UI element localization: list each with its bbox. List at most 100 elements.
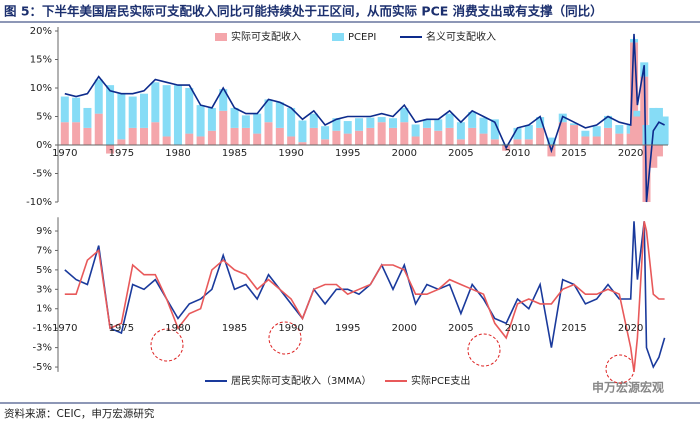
bar xyxy=(411,124,420,137)
bar xyxy=(377,122,386,145)
legend-label: 实际可支配收入 xyxy=(231,30,301,43)
x-tick-label: 1970 xyxy=(52,323,77,334)
legend-label: 实际PCE支出 xyxy=(411,374,470,387)
bar xyxy=(332,118,341,131)
bar xyxy=(343,121,352,134)
bar xyxy=(241,115,250,128)
x-tick-label: 1975 xyxy=(109,323,134,334)
bar xyxy=(185,88,194,134)
bar xyxy=(207,130,216,145)
x-tick-label: 2000 xyxy=(392,323,417,334)
bar xyxy=(253,133,262,145)
bar xyxy=(332,130,341,145)
bar xyxy=(377,117,386,123)
bar xyxy=(275,127,284,145)
bar xyxy=(513,139,522,145)
bar xyxy=(615,125,624,134)
x-tick-label: 1995 xyxy=(335,323,360,334)
bar xyxy=(524,125,533,140)
bar xyxy=(117,93,126,140)
y-tick-label: 5% xyxy=(36,265,52,276)
bar xyxy=(264,122,273,145)
x-tick-label: 2020 xyxy=(618,148,643,159)
y-tick-label: -3% xyxy=(33,343,52,354)
bar xyxy=(490,139,499,145)
bar xyxy=(173,85,182,145)
bar xyxy=(287,107,296,137)
bar xyxy=(422,119,431,128)
x-tick-label: 1985 xyxy=(222,148,247,159)
circle xyxy=(605,354,635,384)
circle xyxy=(150,328,184,362)
bar xyxy=(83,127,92,145)
y-tick-label: -10% xyxy=(26,197,52,208)
x-tick-label: 1970 xyxy=(52,148,77,159)
bar xyxy=(649,107,658,145)
y-tick-label: -5% xyxy=(33,169,52,180)
x-tick-label: 1980 xyxy=(165,323,190,334)
bar xyxy=(581,136,590,145)
y-tick-label: -1% xyxy=(33,323,52,334)
y-tick-label: -5% xyxy=(33,362,52,373)
y-tick-label: 9% xyxy=(36,226,52,237)
bar xyxy=(581,130,590,137)
bar xyxy=(298,120,307,143)
x-tick-label: 2020 xyxy=(618,323,643,334)
x-tick-label: 1995 xyxy=(335,148,360,159)
chart-title: 图 5：下半年美国居民实际可支配收入同比可能持续处于正区间，从而实际 PCE 消… xyxy=(4,4,603,19)
bar xyxy=(196,136,205,145)
bar xyxy=(219,89,228,111)
bar xyxy=(445,127,454,145)
bar xyxy=(434,130,443,145)
bar xyxy=(151,82,160,123)
plot xyxy=(64,221,666,373)
bar xyxy=(287,136,296,145)
bar xyxy=(660,116,669,145)
legend-swatch xyxy=(215,33,227,41)
bar xyxy=(456,139,465,145)
bar xyxy=(207,107,216,131)
bar xyxy=(309,113,318,128)
legend-label: 名义可支配收入 xyxy=(426,30,496,43)
bar xyxy=(592,136,601,145)
x-tick-label: 1990 xyxy=(278,148,303,159)
bar xyxy=(140,127,149,145)
line xyxy=(64,33,665,203)
bar xyxy=(117,139,126,145)
bar xyxy=(185,133,194,145)
bar xyxy=(241,127,250,145)
plot xyxy=(60,33,669,203)
bar xyxy=(219,110,228,145)
bar xyxy=(264,99,273,123)
y-tick-label: 1% xyxy=(36,304,52,315)
bar xyxy=(633,116,642,145)
bar xyxy=(106,145,115,154)
bar xyxy=(343,133,352,145)
line xyxy=(64,221,666,369)
bar xyxy=(411,136,420,145)
y-tick-label: 5% xyxy=(36,112,52,123)
circle xyxy=(467,333,501,367)
x-tick-label: 2015 xyxy=(561,323,586,334)
bar xyxy=(642,125,651,145)
bar xyxy=(388,118,397,128)
bar xyxy=(128,127,137,145)
bar xyxy=(72,97,81,123)
bar xyxy=(570,123,579,126)
watermark: 申万宏源宏观 xyxy=(592,380,664,395)
legend-label: 居民实际可支配收入（3MMA） xyxy=(231,374,371,387)
bar xyxy=(60,96,69,123)
bar xyxy=(298,142,307,145)
bar xyxy=(468,127,477,145)
bar xyxy=(253,113,262,134)
x-tick-label: 1975 xyxy=(109,148,134,159)
bar xyxy=(309,127,318,145)
bar xyxy=(422,127,431,145)
source: 资料来源：CEIC，申万宏源研究 xyxy=(4,407,155,420)
bar xyxy=(536,127,545,145)
bar xyxy=(128,96,137,128)
x-tick-label: 2005 xyxy=(448,323,473,334)
y-tick-label: 3% xyxy=(36,284,52,295)
